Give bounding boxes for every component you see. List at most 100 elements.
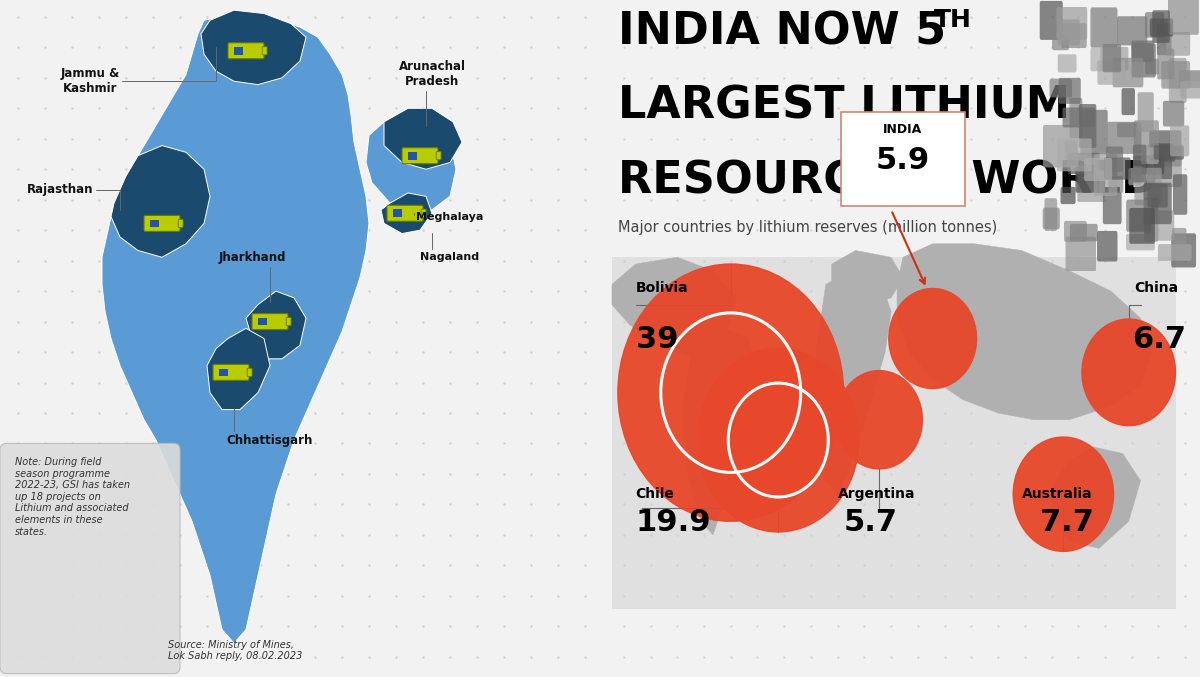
FancyBboxPatch shape [1117, 123, 1136, 137]
FancyBboxPatch shape [1103, 44, 1121, 72]
FancyBboxPatch shape [1138, 92, 1153, 132]
Text: Argentina: Argentina [838, 487, 916, 501]
FancyBboxPatch shape [1080, 110, 1108, 154]
FancyBboxPatch shape [1147, 145, 1182, 187]
Polygon shape [382, 193, 432, 234]
Circle shape [618, 264, 844, 521]
FancyBboxPatch shape [1157, 49, 1175, 79]
FancyBboxPatch shape [1141, 148, 1159, 164]
FancyBboxPatch shape [1150, 18, 1174, 37]
FancyBboxPatch shape [1150, 211, 1175, 241]
FancyBboxPatch shape [1100, 47, 1128, 70]
FancyBboxPatch shape [1112, 58, 1144, 87]
FancyBboxPatch shape [1108, 122, 1141, 154]
Text: Rajasthan: Rajasthan [26, 183, 120, 211]
Polygon shape [612, 257, 737, 359]
Text: Bolivia: Bolivia [636, 281, 689, 295]
Circle shape [697, 348, 859, 532]
Text: RESOURCE IN WORLD: RESOURCE IN WORLD [618, 159, 1158, 202]
FancyBboxPatch shape [1064, 221, 1087, 242]
FancyBboxPatch shape [1162, 61, 1190, 89]
FancyBboxPatch shape [1172, 174, 1187, 215]
FancyBboxPatch shape [1144, 198, 1158, 242]
Polygon shape [208, 328, 270, 410]
FancyBboxPatch shape [1066, 236, 1096, 271]
Text: Jharkhand: Jharkhand [218, 250, 286, 302]
FancyBboxPatch shape [1117, 16, 1147, 45]
FancyBboxPatch shape [287, 318, 292, 326]
FancyBboxPatch shape [214, 364, 250, 380]
FancyBboxPatch shape [144, 215, 180, 232]
FancyBboxPatch shape [1145, 59, 1159, 74]
FancyBboxPatch shape [1170, 125, 1189, 156]
FancyBboxPatch shape [1062, 108, 1096, 127]
FancyBboxPatch shape [179, 219, 184, 227]
FancyBboxPatch shape [1093, 154, 1117, 196]
FancyBboxPatch shape [421, 209, 426, 217]
Text: 19.9: 19.9 [636, 508, 712, 537]
FancyBboxPatch shape [1151, 144, 1175, 162]
FancyBboxPatch shape [262, 47, 268, 55]
FancyBboxPatch shape [1178, 70, 1200, 88]
Text: Note: During field
season programme
2022-23, GSI has taken
up 18 projects on
Lit: Note: During field season programme 2022… [14, 457, 130, 537]
Text: Source: Ministry of Mines,
Lok Sabh reply, 08.02.2023: Source: Ministry of Mines, Lok Sabh repl… [168, 640, 302, 661]
FancyBboxPatch shape [437, 152, 442, 160]
FancyBboxPatch shape [1153, 144, 1172, 179]
FancyBboxPatch shape [1106, 146, 1123, 172]
FancyBboxPatch shape [1061, 187, 1075, 204]
FancyBboxPatch shape [1061, 23, 1087, 48]
FancyBboxPatch shape [1153, 146, 1184, 160]
FancyBboxPatch shape [1043, 208, 1060, 230]
FancyBboxPatch shape [1132, 43, 1156, 77]
FancyBboxPatch shape [1128, 168, 1141, 185]
FancyBboxPatch shape [1172, 228, 1187, 244]
Bar [220, 368, 228, 376]
Text: Chile: Chile [636, 487, 674, 501]
Text: 5.9: 5.9 [876, 146, 930, 175]
FancyBboxPatch shape [1091, 47, 1122, 71]
Polygon shape [1051, 447, 1140, 548]
Circle shape [889, 288, 977, 389]
FancyBboxPatch shape [1166, 32, 1190, 56]
Circle shape [1013, 437, 1114, 551]
FancyBboxPatch shape [1158, 244, 1192, 261]
Text: LARGEST LITHIUM: LARGEST LITHIUM [618, 85, 1070, 128]
FancyBboxPatch shape [1097, 231, 1117, 261]
Text: 6.7: 6.7 [1132, 325, 1186, 354]
FancyBboxPatch shape [1056, 7, 1087, 40]
FancyBboxPatch shape [1150, 131, 1182, 167]
FancyBboxPatch shape [1163, 101, 1184, 127]
FancyBboxPatch shape [1069, 98, 1082, 138]
FancyBboxPatch shape [1044, 198, 1057, 231]
Circle shape [1082, 319, 1176, 426]
Polygon shape [112, 146, 210, 257]
FancyBboxPatch shape [1103, 192, 1122, 224]
FancyBboxPatch shape [1132, 41, 1154, 62]
FancyBboxPatch shape [1134, 121, 1159, 158]
Text: China: China [1135, 281, 1178, 295]
Text: Chhattisgarh: Chhattisgarh [227, 409, 313, 447]
FancyBboxPatch shape [0, 443, 180, 674]
Bar [408, 152, 416, 160]
FancyBboxPatch shape [1091, 7, 1117, 47]
Text: TH: TH [934, 8, 972, 32]
FancyBboxPatch shape [841, 112, 965, 206]
FancyBboxPatch shape [1070, 224, 1098, 242]
FancyBboxPatch shape [1133, 145, 1146, 182]
FancyBboxPatch shape [1068, 153, 1099, 174]
FancyBboxPatch shape [1057, 139, 1092, 171]
Bar [394, 209, 402, 217]
FancyBboxPatch shape [402, 148, 438, 164]
FancyBboxPatch shape [1145, 12, 1164, 38]
FancyBboxPatch shape [228, 43, 264, 59]
Text: Jammu &
Kashmir: Jammu & Kashmir [60, 47, 216, 95]
Polygon shape [898, 244, 1152, 420]
FancyBboxPatch shape [1168, 0, 1199, 35]
FancyBboxPatch shape [1039, 1, 1063, 40]
FancyBboxPatch shape [1169, 58, 1187, 103]
FancyBboxPatch shape [1043, 125, 1079, 167]
FancyBboxPatch shape [1109, 176, 1123, 193]
Polygon shape [808, 271, 892, 494]
FancyBboxPatch shape [1127, 200, 1151, 232]
Text: Australia: Australia [1022, 487, 1092, 501]
